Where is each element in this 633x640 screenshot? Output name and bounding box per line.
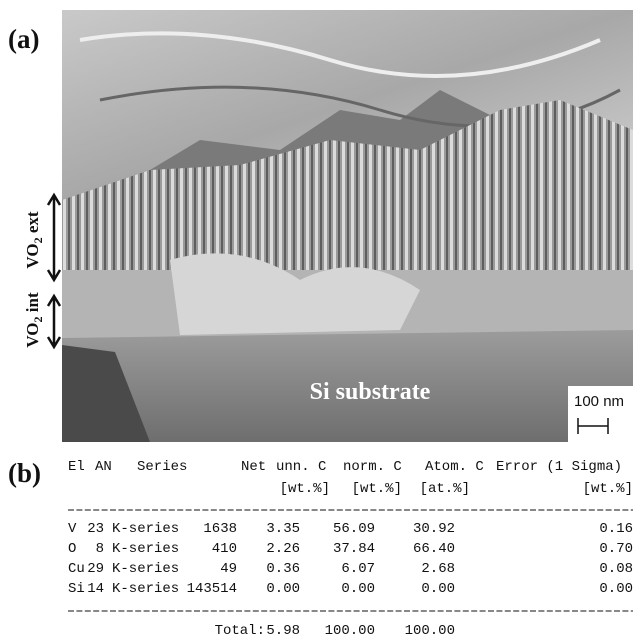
table-header: Net bbox=[241, 459, 266, 475]
figure-canvas: (a) Si substrate 100 nm VO2 ext VO2 int … bbox=[0, 0, 633, 640]
table-cell: 0.08 bbox=[599, 561, 633, 577]
table-cell: K-series bbox=[112, 521, 179, 537]
table-cell: 0.00 bbox=[421, 581, 455, 597]
table-cell: 3.35 bbox=[266, 521, 300, 537]
table-cell: 0.36 bbox=[266, 561, 300, 577]
figure: (a) Si substrate 100 nm VO2 ext VO2 int … bbox=[0, 0, 633, 640]
table-cell: 37.84 bbox=[333, 541, 375, 557]
table-cell: O bbox=[68, 541, 76, 557]
table-cell: 66.40 bbox=[413, 541, 455, 557]
table-cell: 23 bbox=[87, 521, 104, 537]
table-cell: 8 bbox=[96, 541, 104, 557]
table-header: Error (1 Sigma) bbox=[496, 459, 622, 475]
table-cell: 143514 bbox=[187, 581, 237, 597]
table-unit: [wt.%] bbox=[280, 481, 330, 497]
panel-label: (b) bbox=[8, 458, 41, 488]
table-cell: 14 bbox=[87, 581, 104, 597]
table-cell: 2.68 bbox=[421, 561, 455, 577]
table-unit: [wt.%] bbox=[583, 481, 633, 497]
table-cell: 0.00 bbox=[599, 581, 633, 597]
table-cell: 2.26 bbox=[266, 541, 300, 557]
table-header: El bbox=[68, 459, 85, 475]
table-cell: 0.16 bbox=[599, 521, 633, 537]
vo2-ext-label: VO2 ext bbox=[23, 211, 45, 268]
table-header: Atom. C bbox=[425, 459, 484, 475]
table-cell: K-series bbox=[112, 581, 179, 597]
table-cell: 30.92 bbox=[413, 521, 455, 537]
table-header: Series bbox=[137, 459, 187, 475]
table-total: 100.00 bbox=[325, 623, 375, 639]
label-part: VO bbox=[23, 322, 42, 347]
label-part: VO bbox=[23, 243, 42, 268]
table-cell: 56.09 bbox=[333, 521, 375, 537]
table-total: Total: bbox=[215, 623, 265, 639]
table-cell: K-series bbox=[112, 541, 179, 557]
vo2-int-label: VO2 int bbox=[23, 292, 45, 348]
table-cell: 0.70 bbox=[599, 541, 633, 557]
panel-label: (a) bbox=[8, 24, 39, 54]
table-header: norm. C bbox=[343, 459, 402, 475]
table-cell: 410 bbox=[212, 541, 237, 557]
table-header: unn. C bbox=[276, 459, 326, 475]
label-part: int bbox=[23, 292, 42, 316]
table-total: 100.00 bbox=[405, 623, 455, 639]
layer-arrows: VO2 ext VO2 int bbox=[23, 195, 60, 348]
table-cell: Cu bbox=[68, 561, 85, 577]
scale-bar-label: 100 nm bbox=[574, 393, 624, 410]
ext-arrow bbox=[48, 195, 60, 280]
int-arrow bbox=[48, 296, 60, 347]
table-cell: 0.00 bbox=[341, 581, 375, 597]
table-cell: 29 bbox=[87, 561, 104, 577]
label-part: ext bbox=[23, 211, 42, 237]
sem-image: Si substrate 100 nm bbox=[62, 10, 633, 442]
table-cell: 6.07 bbox=[341, 561, 375, 577]
table-cell: 49 bbox=[220, 561, 237, 577]
substrate-label: Si substrate bbox=[310, 379, 431, 405]
table-unit: [at.%] bbox=[420, 481, 470, 497]
table-cell: Si bbox=[68, 581, 85, 597]
table-cell: V bbox=[68, 521, 77, 537]
table-header: AN bbox=[95, 459, 112, 475]
table-total: 5.98 bbox=[266, 623, 300, 639]
table-cell: 1638 bbox=[203, 521, 237, 537]
table-unit: [wt.%] bbox=[352, 481, 402, 497]
table-cell: K-series bbox=[112, 561, 179, 577]
table-cell: 0.00 bbox=[266, 581, 300, 597]
